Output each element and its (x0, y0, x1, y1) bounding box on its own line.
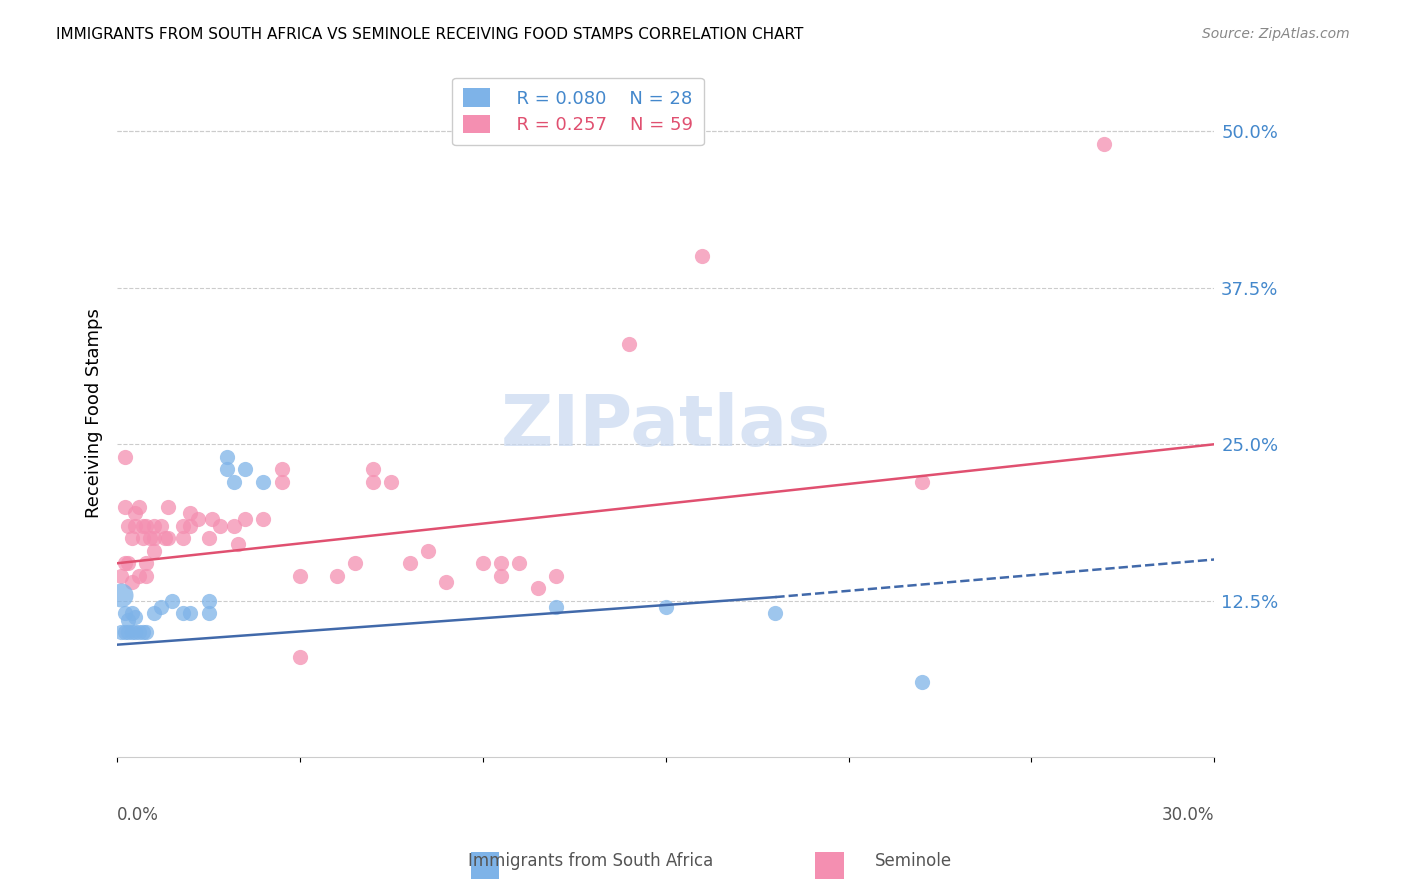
Point (114, 500, 136, 514)
Point (325, 569, 347, 583)
Text: Seminole: Seminole (876, 852, 952, 870)
Point (233, 462, 256, 476)
Point (911, 475, 934, 489)
Point (117, 518, 139, 533)
Point (911, 675, 934, 690)
Point (157, 531, 180, 545)
Point (110, 625, 132, 640)
Point (132, 625, 155, 640)
Point (139, 531, 162, 545)
Point (1094, 136, 1116, 151)
Point (132, 531, 155, 545)
Point (132, 518, 155, 533)
Point (160, 594, 183, 608)
Text: Source: ZipAtlas.com: Source: ZipAtlas.com (1202, 27, 1350, 41)
Point (110, 588, 132, 602)
Point (121, 575, 143, 590)
Point (114, 556, 136, 570)
Point (135, 625, 157, 640)
Point (114, 607, 136, 621)
Point (544, 600, 567, 615)
Point (471, 556, 494, 570)
Point (224, 475, 246, 489)
Point (117, 556, 139, 570)
Point (215, 462, 238, 476)
Text: ZIPatlas: ZIPatlas (501, 392, 831, 461)
Point (380, 475, 402, 489)
Point (124, 518, 146, 533)
Point (226, 537, 249, 551)
Point (128, 569, 150, 583)
Point (215, 450, 238, 464)
Text: Immigrants from South Africa: Immigrants from South Africa (468, 852, 713, 870)
Point (157, 500, 180, 514)
Point (124, 610, 146, 624)
Point (187, 512, 209, 526)
Point (288, 650, 311, 665)
Point (150, 600, 173, 615)
Point (270, 475, 292, 489)
Point (135, 556, 157, 570)
Point (201, 512, 224, 526)
Point (361, 475, 384, 489)
Point (197, 531, 219, 545)
Point (197, 594, 219, 608)
Point (172, 531, 194, 545)
Point (690, 249, 713, 263)
Point (142, 518, 165, 533)
Point (544, 569, 567, 583)
Point (252, 475, 274, 489)
Point (114, 450, 136, 464)
Point (252, 512, 274, 526)
Point (343, 556, 366, 570)
Point (172, 607, 194, 621)
Point (117, 613, 139, 627)
Point (142, 607, 165, 621)
Point (233, 512, 256, 526)
Point (398, 556, 420, 570)
Y-axis label: Receiving Food Stamps: Receiving Food Stamps (86, 308, 103, 518)
Point (172, 518, 194, 533)
Point (489, 569, 512, 583)
Point (416, 543, 439, 558)
Point (124, 625, 146, 640)
Text: 30.0%: 30.0% (1161, 805, 1215, 823)
Point (654, 600, 676, 615)
Point (508, 556, 530, 570)
Point (361, 462, 384, 476)
Point (121, 531, 143, 545)
Text: IMMIGRANTS FROM SOUTH AFRICA VS SEMINOLE RECEIVING FOOD STAMPS CORRELATION CHART: IMMIGRANTS FROM SOUTH AFRICA VS SEMINOLE… (56, 27, 804, 42)
Point (135, 569, 157, 583)
Point (124, 506, 146, 520)
Point (197, 607, 219, 621)
Legend:   R = 0.080    N = 28,   R = 0.257    N = 59: R = 0.080 N = 28, R = 0.257 N = 59 (453, 78, 703, 145)
Point (128, 625, 150, 640)
Point (142, 543, 165, 558)
Point (270, 462, 292, 476)
Point (526, 582, 548, 596)
Point (153, 531, 176, 545)
Text: 0.0%: 0.0% (117, 805, 159, 823)
Point (142, 531, 165, 545)
Point (110, 569, 132, 583)
Point (288, 569, 311, 583)
Point (150, 518, 173, 533)
Point (117, 625, 139, 640)
Point (128, 500, 150, 514)
Point (617, 337, 640, 351)
Point (121, 625, 143, 640)
Point (135, 518, 157, 533)
Point (179, 506, 201, 520)
Point (434, 575, 457, 590)
Point (224, 518, 246, 533)
Point (179, 518, 201, 533)
Point (489, 556, 512, 570)
Point (121, 607, 143, 621)
Point (208, 518, 231, 533)
Point (763, 607, 786, 621)
Point (179, 607, 201, 621)
Point (114, 625, 136, 640)
